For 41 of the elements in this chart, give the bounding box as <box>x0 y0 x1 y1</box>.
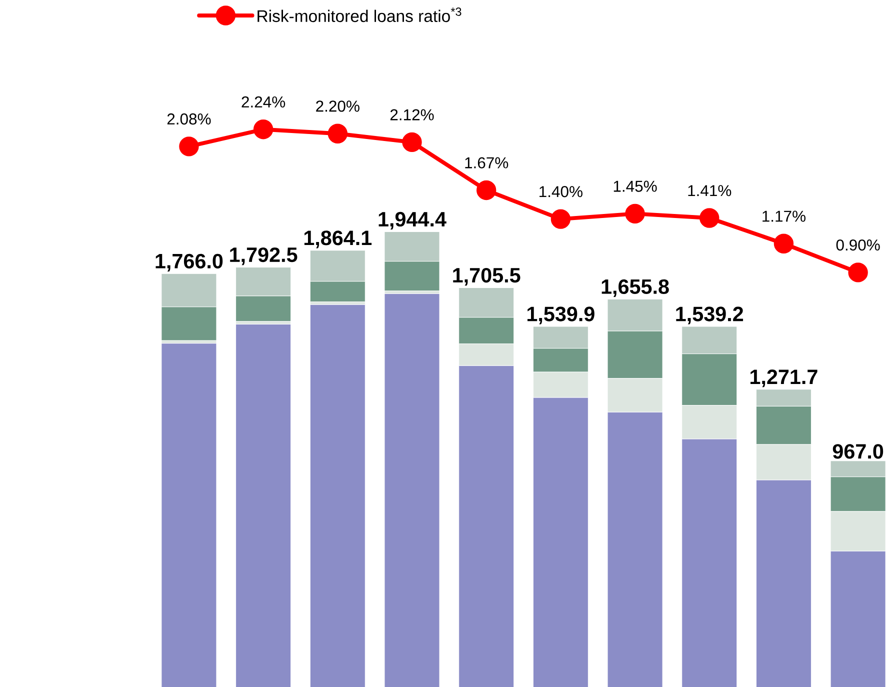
data-label: 1.17% <box>762 210 806 222</box>
point <box>550 209 571 229</box>
annotation: 967.0 <box>832 444 884 459</box>
data-label: 1.40% <box>540 186 582 198</box>
annotation: 1,539.9 <box>527 306 594 324</box>
bar <box>310 304 366 687</box>
annotation: 1,944.4 <box>378 212 446 230</box>
data-label: 2.24% <box>242 96 286 108</box>
point <box>476 180 496 200</box>
point <box>179 136 199 156</box>
bar <box>756 480 812 687</box>
data-label: 1.45% <box>614 180 657 192</box>
point <box>402 132 422 152</box>
data-label: 1.67% <box>465 157 508 168</box>
point <box>253 119 274 140</box>
legend-label: Risk-monitored loans ratio$^{*3}$ <box>258 7 462 22</box>
data-label: 2.20% <box>316 100 360 112</box>
annotation: 1,655.8 <box>602 279 669 297</box>
annotation: 1,766.0 <box>156 254 223 272</box>
bar <box>384 293 440 687</box>
bar <box>532 397 588 687</box>
data-label: 2.08% <box>167 113 211 124</box>
point <box>328 124 348 144</box>
bar <box>458 365 514 687</box>
bar <box>236 324 292 687</box>
annotation: 1,705.5 <box>453 268 520 286</box>
annotation: 1,539.2 <box>676 306 744 324</box>
annotation: 1,864.1 <box>304 230 372 248</box>
annotation: 1,792.5 <box>230 247 298 265</box>
bar <box>682 438 738 687</box>
bar <box>607 412 663 687</box>
data-label: 1.41% <box>688 184 732 196</box>
bar <box>830 550 886 687</box>
bar <box>161 342 217 687</box>
point <box>625 204 645 224</box>
data-label: 0.90% <box>836 239 880 250</box>
annotation: 1,271.7 <box>750 369 818 388</box>
point <box>848 262 868 282</box>
point <box>774 234 794 254</box>
data-label: 2.12% <box>390 109 434 120</box>
point <box>700 208 720 228</box>
